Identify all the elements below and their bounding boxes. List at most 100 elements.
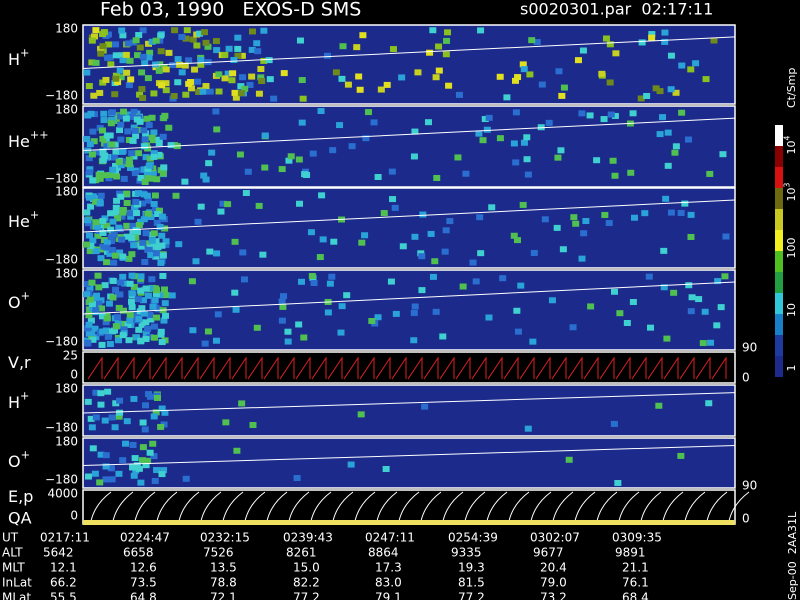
- row-value: 17.3: [375, 561, 402, 575]
- spectrogram-cell: [687, 308, 695, 315]
- spectrogram-cell: [307, 229, 315, 236]
- colorbar-tick-label-base: 10: [785, 303, 798, 317]
- spectrogram-cell: [142, 285, 150, 292]
- spectrogram-cell: [101, 172, 109, 179]
- spectrogram-cell: [125, 137, 133, 144]
- spectrogram-cell: [108, 476, 116, 483]
- energy-trace: [376, 491, 398, 522]
- spectrogram-cell: [83, 136, 91, 143]
- energy-trace: [222, 491, 244, 522]
- velocity-trace: [455, 356, 471, 380]
- spectrogram-cell: [115, 304, 123, 311]
- spectrogram-cell: [109, 294, 117, 301]
- spectrogram-cell: [112, 117, 120, 124]
- spectrogram-cell: [337, 329, 345, 336]
- spectrogram-cell: [485, 314, 493, 321]
- row-value: 8864: [368, 546, 399, 560]
- spectrogram-cell: [488, 204, 496, 211]
- row-label: InLat: [2, 576, 32, 590]
- spectrogram-cell: [374, 314, 382, 321]
- panel-label: H+: [8, 47, 29, 69]
- spectrogram-cell: [152, 409, 160, 416]
- spectrogram-cell: [513, 237, 521, 244]
- spectrogram-cell: [574, 57, 582, 64]
- spectrogram-cell: [109, 166, 117, 173]
- spectrogram-cell: [99, 135, 107, 142]
- spectrogram-cell: [141, 136, 149, 143]
- spectrogram-cell: [293, 475, 301, 482]
- spectrogram-cell: [161, 409, 169, 416]
- y2-tick-label: 0: [742, 512, 750, 526]
- spectrogram-cell: [667, 52, 675, 59]
- spectrogram-cell: [157, 48, 165, 55]
- spectrogram-cell: [112, 210, 120, 217]
- spectrogram-cell: [355, 73, 363, 80]
- spectrogram-cell: [255, 90, 263, 97]
- spectrogram-cell: [303, 171, 311, 178]
- spectrogram-cell: [150, 90, 158, 97]
- spectrogram-cell: [699, 340, 707, 347]
- panel-label: O+: [8, 290, 30, 312]
- spectrogram-cell: [87, 203, 95, 210]
- colorbar-segment: [775, 293, 783, 314]
- energy-trace: [156, 491, 178, 522]
- spectrogram-cell: [96, 479, 104, 486]
- spectrogram-cell: [154, 394, 162, 401]
- spectrogram-cell: [158, 242, 166, 249]
- spectrogram-cell: [637, 95, 645, 102]
- spectrogram-cell: [629, 110, 637, 117]
- spectrogram-cell: [153, 219, 161, 226]
- spectrogram-cell: [133, 210, 141, 217]
- spectrogram-cell: [238, 52, 246, 59]
- energy-trace: [134, 491, 156, 522]
- spectrogram-cell: [431, 258, 439, 265]
- qa-bar: [83, 520, 735, 525]
- spectrogram-cell: [126, 57, 134, 64]
- spectrogram-cell: [361, 232, 369, 239]
- spectrogram-cell: [84, 112, 92, 119]
- spectrogram-cell: [123, 190, 131, 197]
- spectrogram-cell: [139, 200, 147, 207]
- spectrogram-cell: [111, 424, 119, 431]
- spectrogram-cell: [155, 136, 163, 143]
- spectrogram-cell: [519, 61, 527, 68]
- velocity-trace: [295, 356, 311, 380]
- spectrogram-cell: [107, 210, 115, 217]
- spectrogram-cell: [530, 249, 538, 256]
- spectrogram-cell: [513, 307, 521, 314]
- spectrogram-cell: [222, 419, 230, 426]
- spectrogram-cell: [117, 279, 125, 286]
- spectrogram-cell: [295, 156, 303, 163]
- spectrogram-cell: [421, 403, 429, 410]
- spectrogram-cell: [140, 310, 148, 317]
- spectrogram-cell: [246, 81, 254, 88]
- spectrogram-cell: [510, 140, 518, 147]
- spectrogram-cell: [114, 314, 122, 321]
- spectrogram-cell: [242, 190, 250, 197]
- spectrogram-cell: [137, 273, 145, 280]
- spectrogram-cell: [146, 449, 154, 456]
- spectrogram-cell: [141, 60, 149, 67]
- spectrogram-cell: [429, 27, 437, 34]
- panel-label-base: He: [8, 212, 30, 231]
- velocity-trace: [663, 356, 679, 380]
- spectrogram-cell: [221, 75, 229, 82]
- spectrogram-cell: [444, 29, 452, 36]
- reference-line: [82, 281, 736, 315]
- spectrogram-cell: [605, 220, 613, 227]
- spectrogram-cell: [652, 85, 660, 92]
- row-value: 66.2: [50, 576, 77, 590]
- velocity-trace: [439, 356, 455, 380]
- spectrogram-cell: [548, 297, 556, 304]
- velocity-trace: [103, 356, 119, 380]
- row-value: 15.0: [293, 561, 320, 575]
- energy-trace: [178, 491, 200, 522]
- spectrogram-cell: [137, 287, 145, 294]
- spectrogram-cell: [414, 69, 422, 76]
- spectrogram-cell: [241, 85, 249, 92]
- spectrogram-cell: [441, 248, 449, 255]
- spectrogram-cell: [83, 291, 91, 298]
- row-label: MLat: [2, 591, 31, 600]
- spectrogram-cell: [215, 88, 223, 95]
- spectrogram-cell: [555, 68, 563, 75]
